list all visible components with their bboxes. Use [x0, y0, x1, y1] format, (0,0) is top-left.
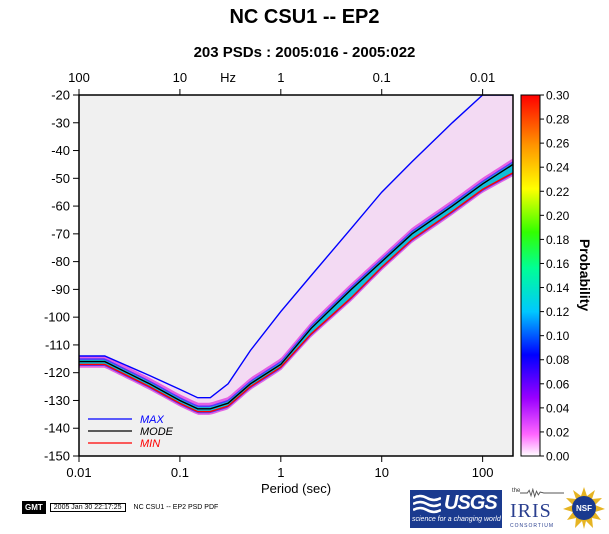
y-tick-label: -130: [44, 393, 70, 408]
density-band-0: [79, 95, 513, 412]
colorbar-tick-label: 0.00: [546, 450, 570, 464]
x-tick-label: 0.1: [171, 465, 189, 480]
statistic-lines: [79, 95, 513, 413]
probability-density-layer: [79, 95, 513, 415]
colorbar: [520, 94, 541, 457]
seismogram-icon: [520, 488, 564, 498]
colorbar-tick-label: 0.30: [546, 89, 570, 103]
y-tick-label: -30: [51, 115, 70, 130]
legend-max-label: MAX: [140, 414, 165, 426]
y-tick-label: -60: [51, 199, 70, 214]
colorbar-tick-label: 0.28: [546, 113, 570, 127]
iris-name: IRIS: [510, 500, 552, 522]
top-axis-label: Hz: [220, 70, 236, 85]
top-tick-label: 10: [173, 70, 187, 85]
series-line-mode: [79, 163, 513, 410]
colorbar-tick-label: 0.12: [546, 305, 570, 319]
chart-title: NC CSU1 -- EP2: [229, 6, 380, 28]
usgs-slogan: science for a changing world: [412, 516, 501, 523]
y-tick-label: -70: [51, 226, 70, 241]
y-tick-label: -120: [44, 365, 70, 380]
x-axis-label: Period (sec): [261, 481, 331, 496]
top-tick-label: 1: [277, 70, 284, 85]
x-tick-label: 100: [472, 465, 494, 480]
y-tick-label: -20: [51, 88, 70, 103]
stamp-name: NC CSU1 -- EP2 PSD PDF: [133, 504, 219, 511]
colorbar-tick-label: 0.22: [546, 185, 570, 199]
nsf-logo: NSF: [563, 487, 605, 529]
y-tick-label: -110: [45, 337, 70, 352]
x-tick-label: 0.01: [66, 465, 91, 480]
legend-mode-label: MODE: [140, 426, 174, 438]
chart-subtitle: 203 PSDs : 2005:016 - 2005:022: [193, 44, 416, 61]
legend-min-label: MIN: [140, 438, 160, 450]
legend: MAX MODE MIN: [88, 414, 174, 450]
top-tick-label: 0.01: [470, 70, 495, 85]
usgs-logo: USGS science for a changing world: [410, 490, 502, 528]
colorbar-axis: 0.00 0.02 0.04 0.06 0.08 0.10 0.12 0.14 0.16 0.18…: [540, 89, 570, 464]
iris-logo: the IRIS CONSORTIUM: [508, 488, 564, 530]
gmt-badge: GMT: [22, 501, 46, 514]
series-line-max: [79, 95, 513, 399]
colorbar-tick-label: 0.18: [546, 233, 570, 247]
usgs-waves-icon: [413, 494, 441, 514]
colorbar-tick-label: 0.16: [546, 257, 570, 271]
colorbar-tick-label: 0.14: [546, 281, 570, 295]
x-tick-label: 1: [277, 465, 284, 480]
top-tick-label: 100: [68, 70, 90, 85]
plot-frame: [78, 94, 514, 457]
y-tick-label: -140: [44, 421, 70, 436]
series-line-min: [79, 172, 513, 413]
colorbar-tick-label: 0.10: [546, 329, 570, 343]
y-tick-label: -80: [51, 254, 70, 269]
colorbar-tick-label: 0.02: [546, 425, 570, 439]
y-tick-label: -150: [44, 449, 70, 464]
x-tick-label: 10: [374, 465, 388, 480]
usgs-name: USGS: [444, 492, 498, 514]
iris-the: the: [512, 488, 521, 494]
nsf-name: NSF: [576, 504, 592, 513]
colorbar-tick-label: 0.24: [546, 161, 570, 175]
y-tick-label: -50: [51, 171, 70, 186]
y-tick-label: -100: [44, 310, 70, 325]
y-tick-label: -40: [51, 143, 70, 158]
top-tick-label: 0.1: [373, 70, 391, 85]
stamp-date: 2005 Jan 30 22:17:25: [49, 503, 126, 512]
colorbar-tick-label: 0.06: [546, 377, 570, 391]
colorbar-tick-label: 0.26: [546, 137, 570, 151]
iris-consortium: CONSORTIUM: [510, 523, 555, 529]
colorbar-label: Probability: [577, 239, 593, 312]
gmt-timestamp: GMT 2005 Jan 30 22:17:25 NC CSU1 -- EP2 …: [22, 501, 218, 514]
y-tick-label: -90: [51, 282, 70, 297]
colorbar-tick-label: 0.20: [546, 209, 570, 223]
colorbar-tick-label: 0.04: [546, 401, 570, 415]
colorbar-tick-label: 0.08: [546, 353, 570, 367]
axes: 0.01 0.1 1 10 100 100 10 1 0.1 0.01 Hz Period (sec)…: [44, 70, 495, 496]
